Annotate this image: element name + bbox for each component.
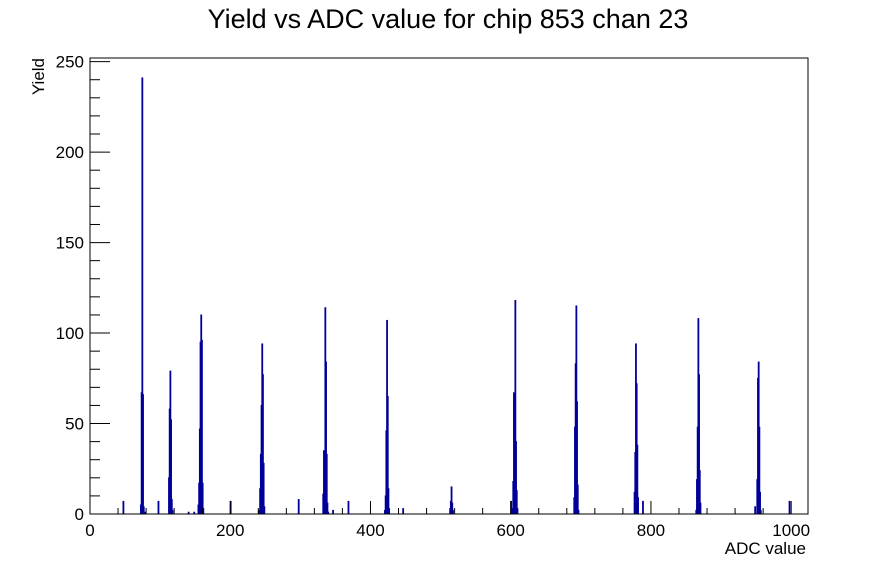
x-tick-label: 600 xyxy=(497,521,525,540)
histogram-bin xyxy=(699,502,702,515)
y-tick-label: 100 xyxy=(56,324,84,343)
histogram-bin xyxy=(388,508,391,515)
y-tick-label: 200 xyxy=(56,143,84,162)
histogram-bin xyxy=(637,497,639,515)
histogram-bin xyxy=(202,508,205,515)
histogram-bin xyxy=(577,509,580,515)
histogram-bin xyxy=(788,500,791,515)
chart-title: Yield vs ADC value for chip 853 chan 23 xyxy=(208,4,689,34)
plot-frame xyxy=(89,57,809,515)
histogram-bin xyxy=(122,500,125,515)
y-axis-ticks xyxy=(90,61,110,515)
x-axis-tick-labels: 0 200 400 600 800 1000 xyxy=(85,521,810,540)
x-axis-ticks xyxy=(89,501,792,514)
x-tick-label: 200 xyxy=(216,521,244,540)
histogram-bin xyxy=(142,506,145,515)
x-tick-label: 0 xyxy=(85,521,94,540)
histogram-bin xyxy=(452,509,454,515)
x-tick-label: 1000 xyxy=(772,521,810,540)
histogram-bin xyxy=(263,506,266,515)
histogram-bin xyxy=(759,509,762,515)
y-tick-label: 250 xyxy=(56,53,84,72)
histogram-bin xyxy=(297,499,300,515)
histogram-bin xyxy=(142,394,144,515)
histogram-bin xyxy=(754,506,757,515)
histogram-bin xyxy=(332,509,334,515)
histogram-bin xyxy=(347,500,350,515)
histogram-bin xyxy=(516,508,519,515)
x-axis-label: ADC value xyxy=(725,539,806,558)
y-tick-label: 50 xyxy=(65,415,84,434)
histogram-bin xyxy=(157,500,160,515)
y-axis-label: Yield xyxy=(29,58,48,95)
histogram-bin xyxy=(402,508,405,515)
histogram-bins xyxy=(122,77,791,515)
x-tick-label: 800 xyxy=(637,521,665,540)
y-tick-label: 150 xyxy=(56,234,84,253)
histogram-bin xyxy=(642,500,644,515)
histogram-bin xyxy=(171,509,174,515)
histogram-bin xyxy=(576,484,579,515)
x-tick-label: 400 xyxy=(356,521,384,540)
y-axis-tick-labels: 0 50 100 150 200 250 xyxy=(56,53,84,524)
y-tick-label: 0 xyxy=(75,505,84,524)
